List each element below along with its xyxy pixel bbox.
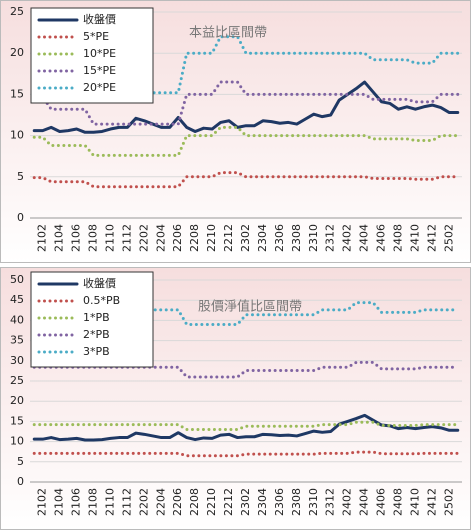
y-tick-label: 35 [10, 334, 24, 347]
legend-label: 3*PB [83, 345, 110, 358]
x-tick-label: 2312 [324, 224, 337, 252]
y-tick-label: 40 [10, 313, 24, 326]
y-tick-label: 0 [17, 475, 24, 488]
x-tick-label: 2102 [36, 488, 49, 516]
legend-label: 收盤價 [83, 12, 116, 26]
x-tick-label: 2108 [87, 488, 100, 516]
x-tick-label: 2106 [70, 224, 83, 252]
x-tick-label: 2204 [154, 224, 167, 252]
x-tick-label: 2202 [137, 488, 150, 516]
x-tick-label: 2202 [137, 224, 150, 252]
series-line [32, 450, 460, 458]
x-tick-label: 2210 [205, 488, 218, 516]
x-tick-label: 2306 [273, 224, 286, 252]
x-tick-label: 2310 [307, 488, 320, 516]
x-tick-label: 2310 [307, 224, 320, 252]
x-tick-label: 2402 [341, 488, 354, 516]
x-tick-label: 2408 [391, 488, 404, 516]
x-tick-label: 2502 [442, 488, 455, 516]
x-tick-label: 2306 [273, 488, 286, 516]
y-tick-label: 45 [10, 293, 24, 306]
y-tick-label: 5 [17, 170, 24, 183]
x-tick-label: 2112 [120, 488, 133, 516]
x-tick-label: 2406 [375, 488, 388, 516]
y-tick-label: 10 [10, 435, 24, 448]
chart-title: 股價淨值比區間帶 [198, 299, 302, 315]
x-tick-label: 2110 [103, 488, 116, 516]
x-tick-label: 2412 [425, 488, 438, 516]
x-tick-label: 2410 [408, 224, 421, 252]
x-tick-label: 2108 [87, 224, 100, 252]
x-tick-label: 2302 [239, 488, 252, 516]
y-tick-label: 0 [17, 211, 24, 224]
x-tick-label: 2404 [358, 488, 371, 516]
y-tick-label: 15 [10, 87, 24, 100]
legend-label: 5*PE [83, 30, 109, 43]
x-tick-label: 2106 [70, 488, 83, 516]
y-tick-label: 5 [17, 455, 24, 468]
x-tick-label: 2402 [341, 224, 354, 252]
x-tick-label: 2404 [358, 224, 371, 252]
chart-title: 本益比區間帶 [189, 26, 267, 41]
x-tick-label: 2102 [36, 224, 49, 252]
y-tick-label: 15 [10, 414, 24, 427]
legend-label: 10*PE [83, 47, 116, 60]
y-tick-label: 10 [10, 129, 24, 142]
legend-label: 20*PE [83, 81, 116, 94]
y-tick-label: 20 [10, 394, 24, 407]
y-tick-label: 20 [10, 46, 24, 59]
series-line [32, 171, 460, 189]
legend-label: 2*PB [83, 328, 110, 341]
x-tick-label: 2206 [171, 488, 184, 516]
series-line [32, 420, 460, 431]
x-tick-label: 2208 [188, 488, 201, 516]
series-line [32, 125, 460, 157]
x-tick-label: 2210 [205, 224, 218, 252]
y-tick-label: 25 [10, 5, 24, 18]
x-tick-label: 2110 [103, 224, 116, 252]
x-tick-label: 2212 [222, 488, 235, 516]
x-tick-label: 2208 [188, 224, 201, 252]
x-tick-label: 2304 [256, 224, 269, 252]
legend-label: 收盤價 [83, 276, 116, 290]
series-line [32, 413, 460, 442]
x-tick-label: 2308 [290, 224, 303, 252]
x-tick-label: 2304 [256, 488, 269, 516]
series-line [32, 80, 460, 134]
x-tick-label: 2412 [425, 224, 438, 252]
y-tick-label: 50 [10, 273, 24, 286]
legend-label: 1*PB [83, 311, 110, 324]
x-tick-label: 2104 [53, 224, 66, 252]
legend-box [30, 271, 154, 368]
x-tick-label: 2308 [290, 488, 303, 516]
legend-box [30, 7, 154, 104]
legend-label: 15*PE [83, 64, 116, 77]
legend-label: 0.5*PB [83, 294, 120, 307]
x-tick-label: 2204 [154, 488, 167, 516]
y-tick-label: 25 [10, 374, 24, 387]
x-tick-label: 2212 [222, 224, 235, 252]
y-tick-label: 30 [10, 354, 24, 367]
x-tick-label: 2302 [239, 224, 252, 252]
x-tick-label: 2406 [375, 224, 388, 252]
x-tick-label: 2104 [53, 488, 66, 516]
x-tick-label: 2410 [408, 488, 421, 516]
x-tick-label: 2112 [120, 224, 133, 252]
x-tick-label: 2502 [442, 224, 455, 252]
x-tick-label: 2408 [391, 224, 404, 252]
x-tick-label: 2206 [171, 224, 184, 252]
x-tick-label: 2312 [324, 488, 337, 516]
